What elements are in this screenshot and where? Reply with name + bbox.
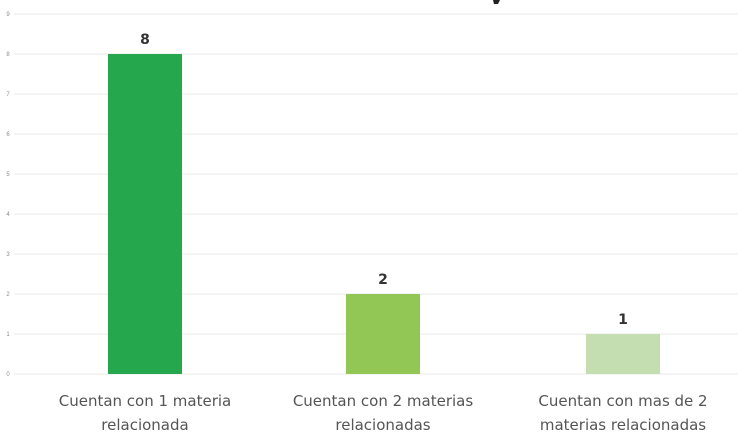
- x-category-line-1-1: Cuentan con 1 materia: [59, 392, 232, 410]
- bar-1: [108, 54, 182, 374]
- data-labels: 8 2 1: [140, 32, 628, 328]
- x-category-line-1-2: relacionada: [101, 416, 188, 434]
- data-label-3: 1: [618, 312, 628, 328]
- bar-3: [586, 334, 660, 374]
- y-tick-label-7: 7: [6, 92, 10, 98]
- y-tick-label-6: 6: [6, 132, 10, 138]
- x-category-label-2: Cuentan con 2 materias relacionadas: [293, 392, 474, 434]
- y-tick-label-3: 3: [6, 252, 10, 258]
- y-tick-label-8: 8: [6, 52, 10, 58]
- x-category-label-3: Cuentan con mas de 2 materias relacionada…: [538, 392, 707, 434]
- x-category-line-3-2: materias relacionadas: [540, 416, 706, 434]
- x-category-line-2-1: Cuentan con 2 materias: [293, 392, 474, 410]
- y-axis-ticks: 0 1 2 3 4 5 6 7 8 9: [6, 12, 10, 378]
- y-tick-label-2: 2: [6, 292, 10, 298]
- x-category-line-3-1: Cuentan con mas de 2: [538, 392, 707, 410]
- y-tick-label-4: 4: [6, 212, 10, 218]
- x-category-line-2-2: relacionadas: [335, 416, 430, 434]
- data-label-2: 2: [378, 272, 388, 288]
- data-label-1: 8: [140, 32, 150, 48]
- y-tick-label-1: 1: [6, 332, 10, 338]
- y-tick-label-5: 5: [6, 172, 10, 178]
- chart-top-mark: [493, 0, 500, 4]
- y-tick-label-0: 0: [6, 372, 10, 378]
- x-axis-categories: Cuentan con 1 materia relacionadaCuentan …: [59, 392, 708, 434]
- bar-2: [346, 294, 420, 374]
- x-category-label-1: Cuentan con 1 materia relacionada: [59, 392, 232, 434]
- bars: [108, 54, 660, 374]
- y-tick-label-9: 9: [6, 12, 10, 18]
